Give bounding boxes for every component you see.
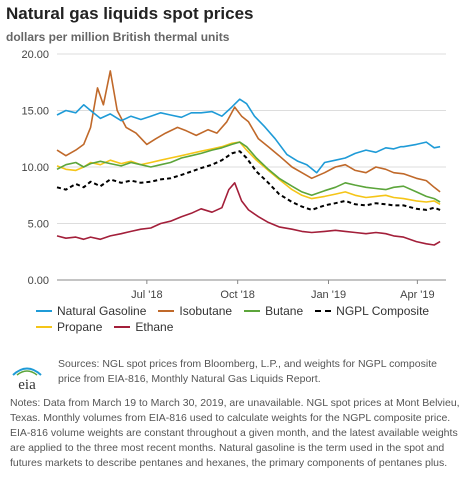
legend-label: Propane [57, 320, 103, 334]
y-tick-label: 10.00 [21, 162, 49, 174]
legend-item-butane: Butane [244, 304, 303, 318]
series-line-butane [56, 141, 441, 203]
legend-item-natural-gasoline: Natural Gasoline [36, 304, 146, 318]
legend-swatch [244, 310, 261, 312]
legend-swatch [114, 326, 131, 328]
eia-logo: eia [12, 367, 42, 392]
eia-logo-text: eia [18, 377, 36, 392]
chart-subtitle: dollars per million British thermal unit… [6, 30, 230, 44]
x-tick-label: Apr '19 [400, 289, 435, 301]
series-line-natural-gasoline [56, 98, 441, 174]
grid-lines [57, 53, 446, 281]
x-tick-label: Oct '18 [220, 289, 255, 301]
notes-text: Notes: Data from March 19 to March 30, 2… [10, 397, 460, 469]
series-line-isobutane [56, 70, 441, 193]
line-chart: 0.00 5.00 10.00 15.00 20.00 Jul '18 Oct '18 Ja… [21, 49, 446, 301]
series-line-ethane [56, 182, 441, 246]
legend-item-propane: Propane [36, 320, 102, 334]
legend-swatch [158, 310, 175, 312]
legend-label: Ethane [135, 320, 174, 334]
series-line-propane [56, 141, 441, 205]
legend-item-isobutane: Isobutane [158, 304, 232, 318]
series-lines [56, 70, 441, 246]
chart-title: Natural gas liquids spot prices [6, 4, 254, 23]
chart-legend: Natural Gasoline Isobutane Butane NGPL C… [36, 304, 436, 336]
legend-label: Natural Gasoline [57, 304, 147, 318]
y-tick-label: 5.00 [28, 219, 49, 231]
legend-item-ethane: Ethane [114, 320, 173, 334]
series-line-ngpl-composite [56, 150, 441, 211]
y-axis: 0.00 5.00 10.00 15.00 20.00 [21, 49, 49, 287]
sources-note: Sources: NGL spot prices from Bloomberg,… [58, 358, 437, 385]
x-axis: Jul '18 Oct '18 Jan '19 Apr '19 [131, 280, 435, 301]
y-tick-label: 20.00 [21, 49, 49, 61]
legend-swatch [36, 326, 52, 328]
legend-swatch [315, 310, 332, 312]
legend-item-ngpl-composite: NGPL Composite [315, 304, 429, 318]
legend-label: Butane [265, 304, 304, 318]
x-tick-label: Jan '19 [311, 289, 346, 301]
legend-swatch [36, 310, 52, 312]
x-tick-label: Jul '18 [131, 289, 162, 301]
y-tick-label: 15.00 [21, 106, 49, 118]
y-tick-label: 0.00 [28, 275, 49, 287]
legend-label: NGPL Composite [336, 304, 430, 318]
legend-label: Isobutane [179, 304, 233, 318]
